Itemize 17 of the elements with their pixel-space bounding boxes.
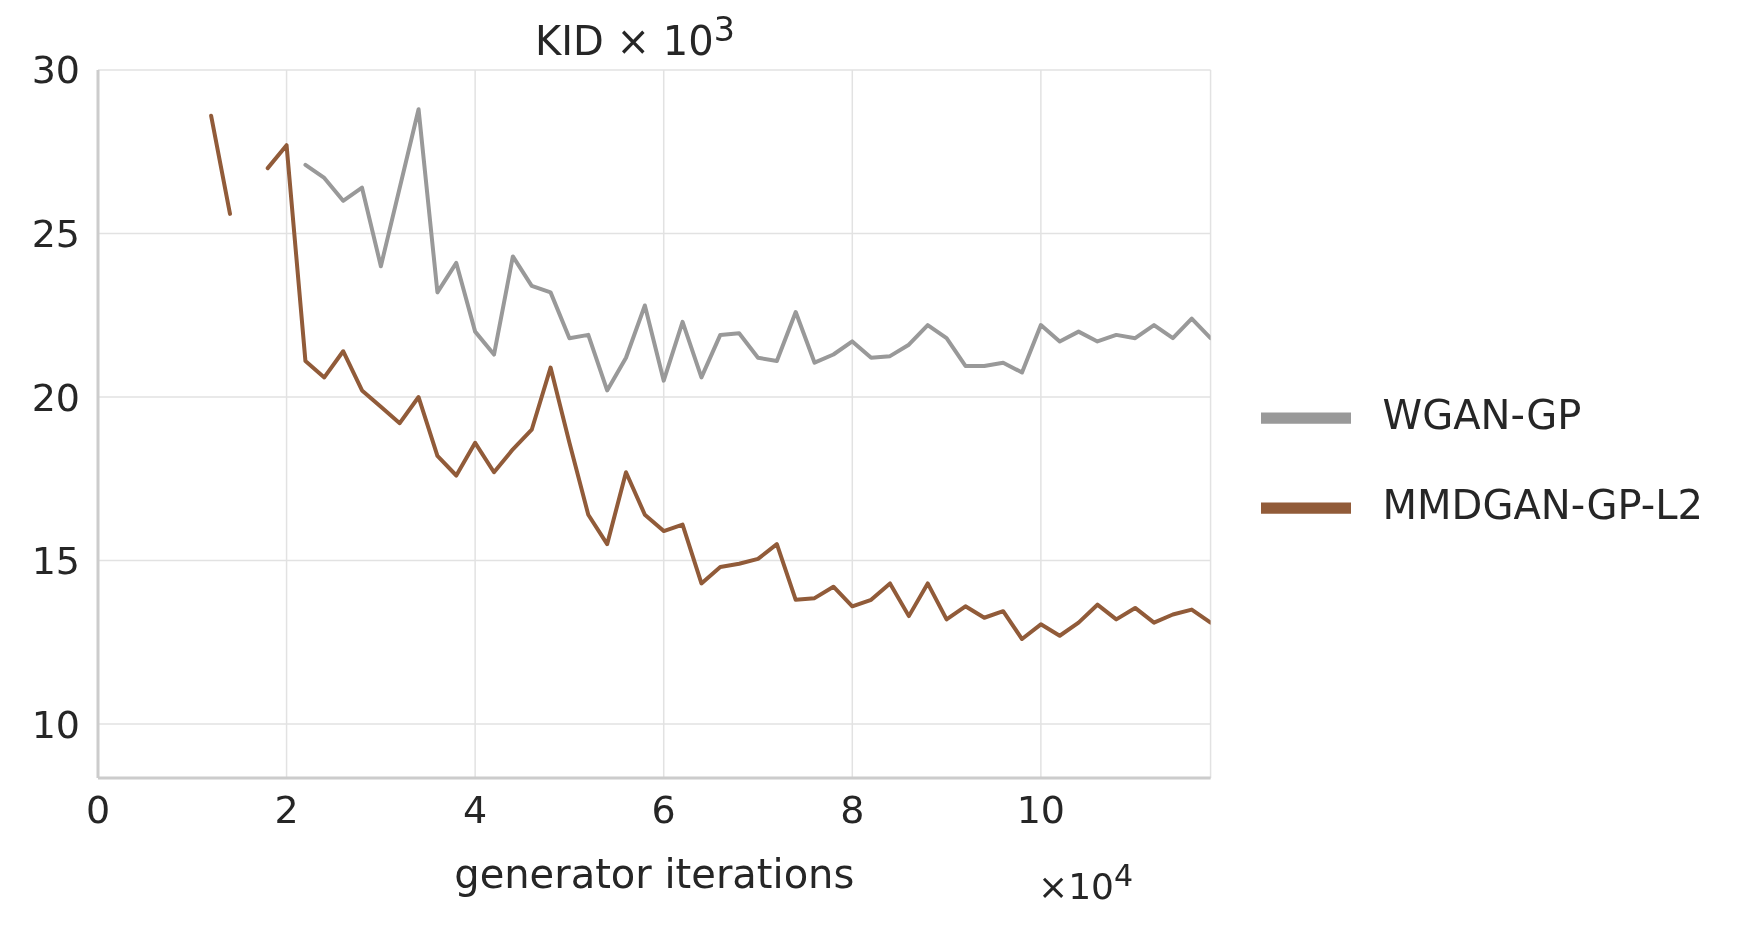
x-tick-label: 8 [840, 787, 865, 832]
y-tick-label: 25 [31, 212, 80, 256]
text: ×10$^{4}$ [1038, 858, 1134, 907]
chart-title: KID × 10$^{3}$ [534, 10, 736, 65]
x-tick-label: 0 [85, 787, 111, 832]
y-tick-label: 30 [31, 48, 80, 93]
x-tick-label: 6 [651, 787, 676, 832]
y-tick-label: 15 [31, 539, 80, 584]
y-tick-label: 10 [31, 702, 80, 747]
x-tick-label: 4 [463, 787, 488, 832]
x-tick-label: 10 [1016, 787, 1066, 832]
line-series [303, 107, 1211, 393]
x-axis-title: generator iterations [454, 851, 855, 897]
legend-label: WGAN-GP [1382, 392, 1582, 438]
x-tick-label: 2 [274, 787, 299, 832]
y-tick-label: 20 [31, 375, 80, 420]
legend-label: MMDGAN-GP-L2 [1382, 482, 1703, 528]
